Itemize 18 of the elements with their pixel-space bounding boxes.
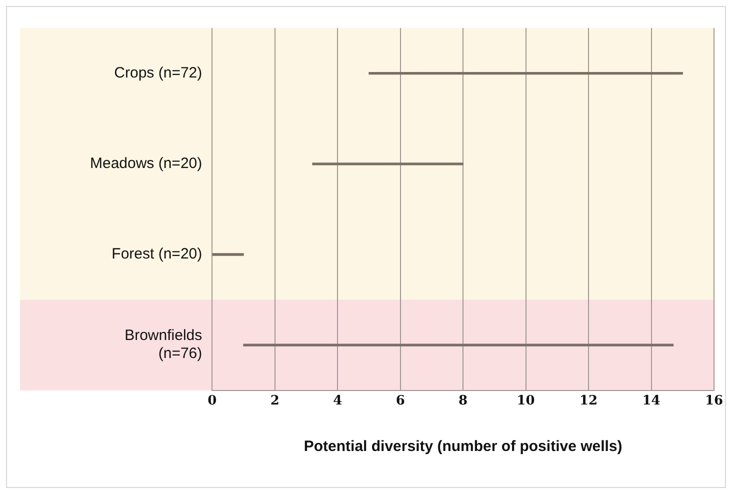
bar: [243, 344, 674, 346]
x-axis-title: Potential diversity (number of positive wells): [304, 438, 622, 456]
x-tick-label: 2: [270, 394, 280, 409]
bar: [212, 253, 244, 256]
x-tick-label: 12: [579, 394, 598, 409]
x-tick-label: 8: [458, 394, 468, 409]
y-tick-label: Meadows (n=20): [90, 155, 202, 172]
x-tick-label: 14: [642, 394, 660, 409]
x-tick-label: 6: [396, 394, 405, 409]
y-tick-label: Crops (n=72): [114, 64, 202, 82]
bar: [368, 72, 683, 75]
x-tick-label: 16: [704, 394, 724, 409]
x-tick-label: 10: [516, 394, 535, 409]
bar: [312, 162, 464, 166]
x-tick-label: 0: [208, 394, 217, 409]
y-tick-label: Brownfields (n=76): [124, 327, 202, 362]
x-tick-label: 4: [333, 394, 342, 409]
y-tick-label: Forest (n=20): [112, 246, 202, 263]
